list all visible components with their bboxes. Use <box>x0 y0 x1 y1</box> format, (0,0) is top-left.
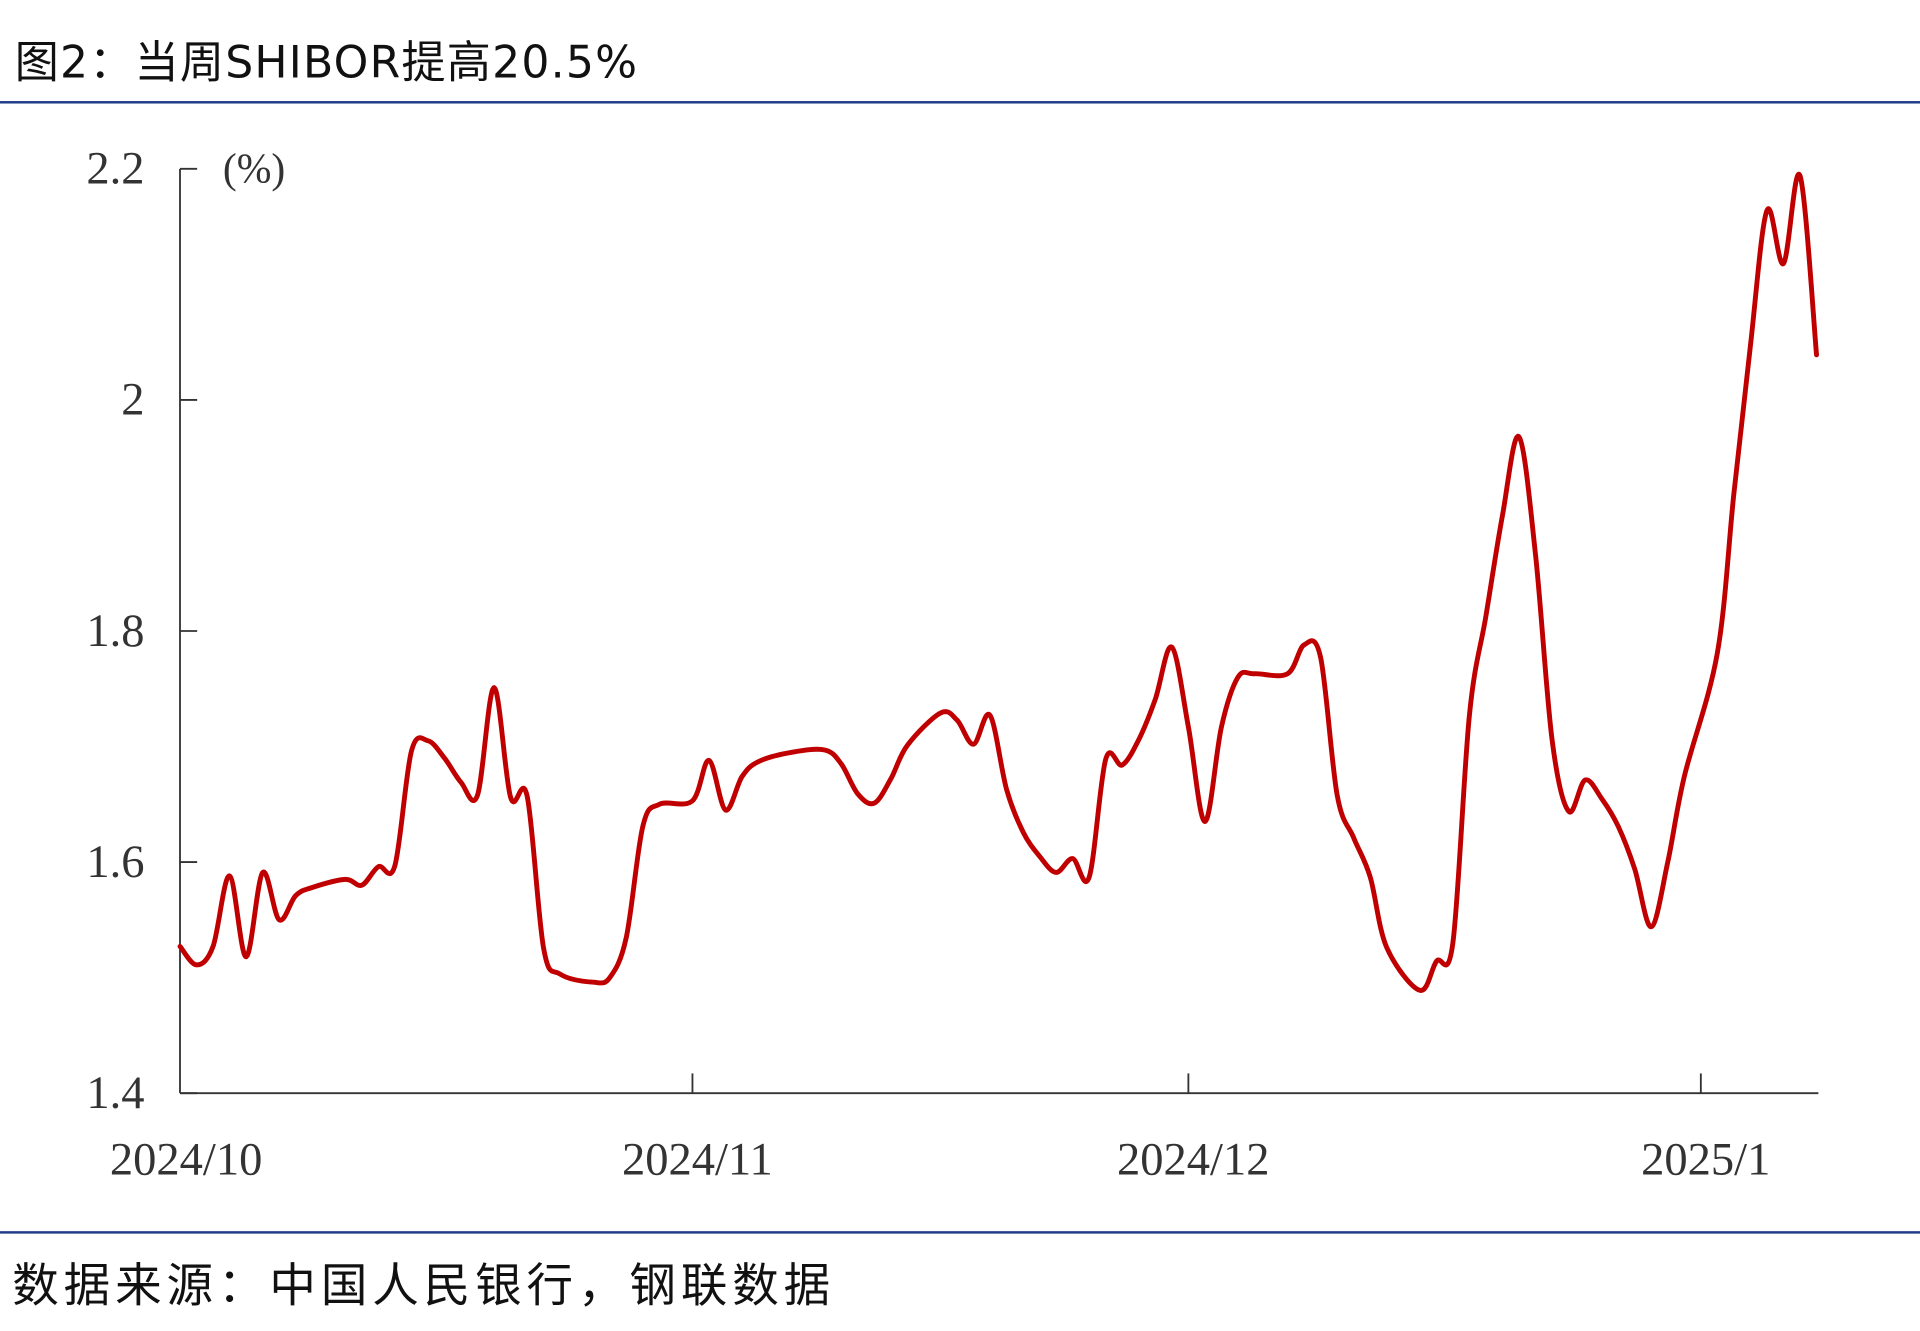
data-source-note: 数据来源：中国人民银行，钢联数据 <box>12 1258 836 1313</box>
x-tick-label: 2024/12 <box>1117 1133 1269 1185</box>
x-tick-label: 2024/10 <box>110 1133 262 1185</box>
y-tick-label: 2 <box>121 374 144 426</box>
x-tick-label: 2025/1 <box>1641 1133 1770 1185</box>
top-rule <box>0 101 1920 104</box>
y-tick-label: 1.8 <box>86 605 144 657</box>
axes: 2.2 2 1.8 1.6 1.4 2024/10 2024/11 2024/12 2025/1 <box>86 142 1819 1186</box>
bottom-rule <box>0 1231 1920 1234</box>
y-axis-unit-label: (%) <box>223 146 285 192</box>
shibor-series-line <box>177 171 1819 993</box>
y-tick-label: 1.6 <box>86 836 144 888</box>
y-tick-label: 2.2 <box>86 142 144 194</box>
figure-title: 图2：当周SHIBOR提高20.5% <box>14 38 639 89</box>
x-tick-label: 2024/11 <box>622 1133 773 1185</box>
series-layer <box>177 171 1819 993</box>
y-tick-label: 1.4 <box>86 1067 144 1119</box>
